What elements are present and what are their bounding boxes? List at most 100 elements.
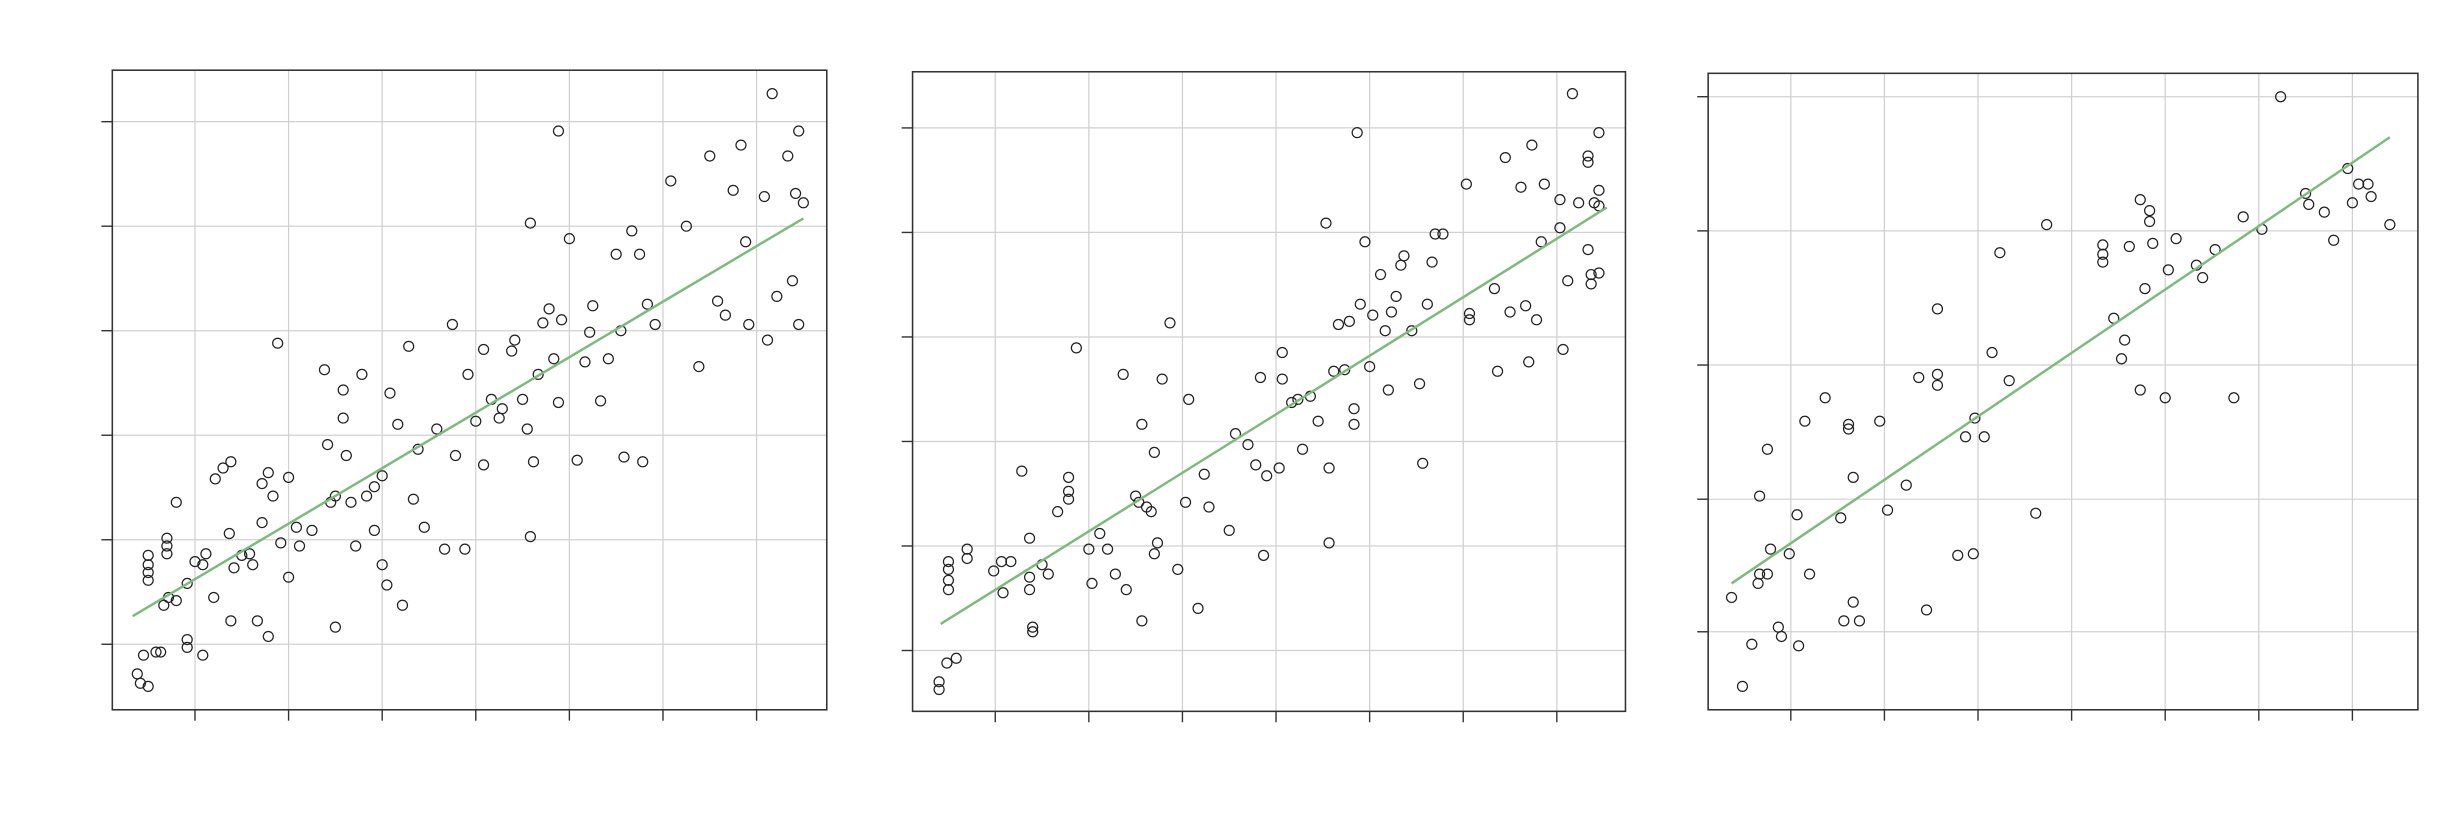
scatter-point bbox=[282, 471, 295, 483]
scatter-point bbox=[496, 403, 508, 415]
scatter-point bbox=[1593, 184, 1605, 196]
scatter-point bbox=[1385, 306, 1398, 318]
scatter-point bbox=[521, 423, 533, 435]
scatter-point bbox=[1554, 194, 1566, 206]
scatter-point bbox=[1320, 217, 1332, 229]
scatter-point bbox=[2115, 353, 2128, 365]
scatter-point bbox=[1417, 457, 1429, 469]
scatter-point bbox=[477, 459, 490, 471]
scatter-point bbox=[1931, 303, 1944, 315]
scatter-point bbox=[376, 470, 388, 482]
scatter-point bbox=[142, 549, 154, 561]
scatter-point bbox=[1931, 379, 1944, 391]
scatter-point bbox=[1499, 151, 1511, 164]
scatter-point bbox=[2346, 197, 2359, 209]
scatter-point bbox=[1900, 479, 1912, 491]
scatter-point bbox=[610, 248, 622, 260]
scatter-point bbox=[161, 548, 173, 560]
scatter-point bbox=[1359, 236, 1371, 248]
scatter-point bbox=[267, 490, 279, 502]
scatter-point bbox=[1426, 256, 1438, 268]
scatter-point bbox=[272, 337, 284, 349]
scatter-point bbox=[318, 364, 331, 376]
scatter-point bbox=[1978, 431, 1990, 443]
scatter-point bbox=[275, 537, 287, 549]
scatter-point bbox=[2384, 219, 2396, 231]
scatter-point bbox=[418, 521, 430, 533]
scatter-point bbox=[1967, 548, 1979, 560]
scatter-point bbox=[1530, 314, 1543, 326]
scatter-point bbox=[2318, 206, 2330, 218]
scatter-point bbox=[1791, 509, 1803, 521]
scatter-point bbox=[337, 384, 349, 396]
scatter-point bbox=[649, 318, 661, 331]
scatter-point bbox=[618, 451, 630, 463]
scatter-point bbox=[345, 496, 357, 508]
scatter-point bbox=[329, 490, 342, 502]
scatter-point bbox=[225, 615, 237, 627]
scatter-point bbox=[142, 574, 154, 586]
scatter-point bbox=[1491, 365, 1504, 377]
scatter-point bbox=[552, 396, 565, 409]
scatter-point bbox=[225, 456, 237, 468]
scatter-point bbox=[2139, 282, 2151, 295]
scatter-point bbox=[2030, 507, 2042, 519]
scatter-point bbox=[2003, 375, 2015, 387]
scatter-point bbox=[584, 326, 596, 338]
scatter-point bbox=[1582, 150, 1594, 162]
scatter-point bbox=[2197, 272, 2209, 284]
scatter-point bbox=[1573, 197, 1585, 209]
scatter-point bbox=[1421, 298, 1433, 310]
scatter-point bbox=[2299, 187, 2312, 200]
scatter-point bbox=[1023, 532, 1036, 544]
scatter-point bbox=[1488, 282, 1501, 295]
scatter-point bbox=[1148, 446, 1160, 459]
scatter-point bbox=[329, 621, 342, 633]
scatter-point bbox=[942, 563, 955, 576]
scatter-point bbox=[735, 139, 747, 151]
scatter-point bbox=[1535, 236, 1547, 248]
scatter-point bbox=[1117, 368, 1129, 381]
scatter-point bbox=[1554, 222, 1566, 234]
scatter-point bbox=[170, 594, 182, 607]
scatter-point bbox=[247, 559, 259, 571]
scatter-point bbox=[740, 236, 752, 248]
plot-frame bbox=[1707, 72, 2419, 711]
scatter-point bbox=[1292, 393, 1304, 405]
scatter-point bbox=[1406, 325, 1418, 337]
scatter-point bbox=[933, 683, 945, 696]
scatter-point bbox=[941, 657, 953, 669]
scatter-point bbox=[1562, 275, 1574, 287]
scatter-point bbox=[782, 150, 794, 162]
scatter-point bbox=[1874, 415, 1886, 427]
scatter-point bbox=[1145, 506, 1157, 518]
scatter-point bbox=[1242, 438, 1254, 451]
scatter-point bbox=[2143, 204, 2156, 217]
scatter-point bbox=[942, 555, 955, 568]
scatter-point bbox=[1348, 403, 1360, 415]
scatter-point bbox=[1799, 415, 1811, 427]
scatter-point bbox=[641, 298, 653, 310]
scatter-point bbox=[1062, 493, 1075, 505]
scatter-point bbox=[995, 555, 1008, 568]
scatter-point bbox=[509, 334, 521, 346]
scatter-point bbox=[1754, 490, 1766, 502]
scatter-point bbox=[321, 438, 334, 451]
scatter-point bbox=[743, 318, 755, 331]
scatter-point bbox=[161, 540, 173, 552]
scatter-point bbox=[1062, 485, 1075, 498]
scatter-point bbox=[181, 633, 193, 646]
scatter-point bbox=[1746, 638, 1758, 650]
fit-line bbox=[939, 206, 1608, 626]
scatter-point bbox=[368, 524, 381, 537]
scatter-point bbox=[197, 649, 209, 661]
scatter-point bbox=[131, 668, 143, 680]
scatter-point bbox=[1203, 501, 1215, 513]
scatter-point bbox=[1151, 537, 1164, 549]
scatter-point bbox=[571, 454, 583, 466]
scatter-point bbox=[1819, 392, 1831, 404]
scatter-point bbox=[223, 527, 235, 540]
scatter-point bbox=[2134, 384, 2146, 396]
scatter-point bbox=[1986, 346, 1998, 359]
scatter-point bbox=[368, 481, 381, 493]
